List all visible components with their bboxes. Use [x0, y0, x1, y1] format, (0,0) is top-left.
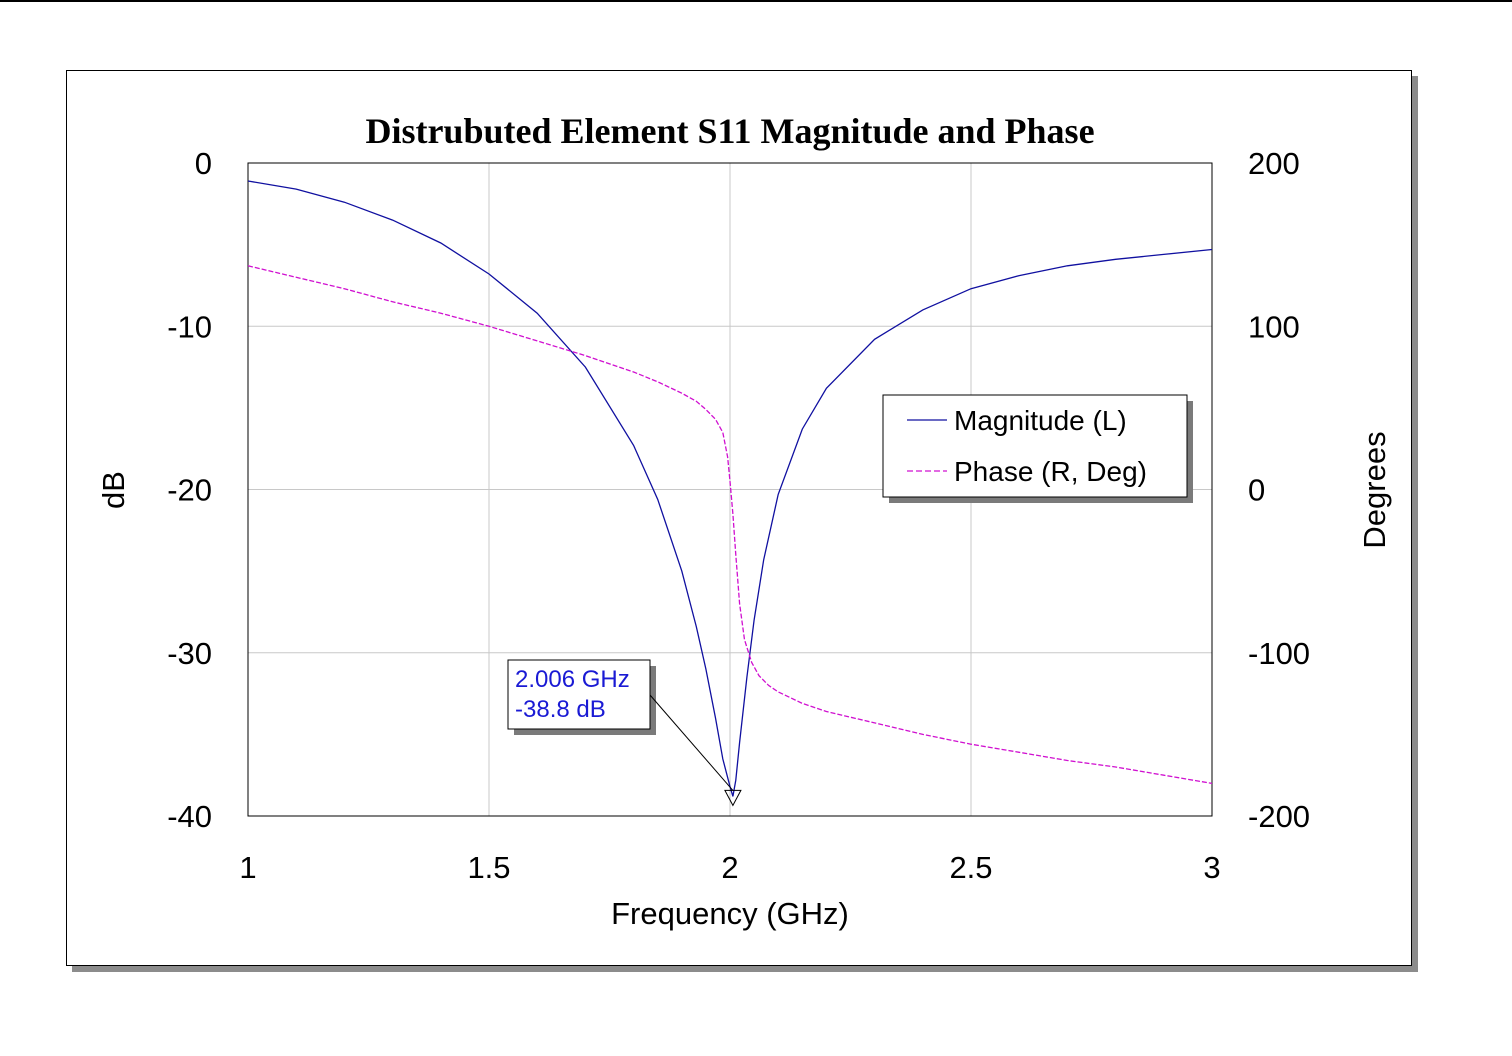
marker-box	[507, 659, 651, 730]
top-border-line	[0, 0, 1512, 2]
marker-annotation: 2.006 GHz -38.8 dB	[507, 659, 742, 807]
x-axis-label: Frequency (GHz)	[611, 896, 849, 931]
legend-label-phase: Phase (R, Deg)	[954, 456, 1147, 487]
y2-tick-label: -100	[1248, 636, 1310, 671]
y-tick-label: -10	[167, 309, 212, 344]
y2-tick-label: 200	[1248, 146, 1300, 181]
y2-tick-label: 100	[1248, 309, 1300, 344]
y2-tick-label: 0	[1248, 473, 1265, 508]
y-tick-label: -20	[167, 473, 212, 508]
x-tick-label: 2	[721, 850, 738, 885]
chart-canvas: Distrubuted Element S11 Magnitude and Ph…	[96, 111, 1392, 931]
chart-title: Distrubuted Element S11 Magnitude and Ph…	[365, 111, 1094, 151]
legend-box	[882, 394, 1188, 498]
y-axis-label: dB	[96, 471, 131, 509]
y-axis-ticks: 0 -10 -20 -30 -40	[167, 146, 212, 834]
x-tick-label: 2.5	[949, 850, 992, 885]
marker-triangle-icon	[724, 789, 742, 807]
y-tick-label: -40	[167, 799, 212, 834]
series-line-magnitude	[247, 180, 1213, 797]
marker-value: -38.8 dB	[515, 696, 606, 723]
series-layer	[247, 180, 1213, 797]
y2-tick-label: -200	[1248, 799, 1310, 834]
marker-leader-line	[649, 694, 734, 791]
series-line-phase	[247, 265, 1213, 785]
x-tick-label: 3	[1203, 850, 1220, 885]
y2-axis-label: Degrees	[1357, 431, 1392, 548]
x-tick-label: 1.5	[467, 850, 510, 885]
x-tick-label: 1	[239, 850, 256, 885]
x-axis-ticks: 1 1.5 2 2.5 3	[239, 850, 1220, 885]
y-tick-label: -30	[167, 636, 212, 671]
chart-frame: Distrubuted Element S11 Magnitude and Ph…	[66, 70, 1412, 966]
plot-area-border	[247, 162, 1213, 817]
legend-label-magnitude: Magnitude (L)	[954, 405, 1127, 436]
legend: Magnitude (L) Phase (R, Deg)	[882, 394, 1193, 503]
y2-axis-ticks: 200 100 0 -100 -200	[1248, 146, 1310, 834]
y-tick-label: 0	[195, 146, 212, 181]
marker-frequency: 2.006 GHz	[515, 666, 630, 693]
